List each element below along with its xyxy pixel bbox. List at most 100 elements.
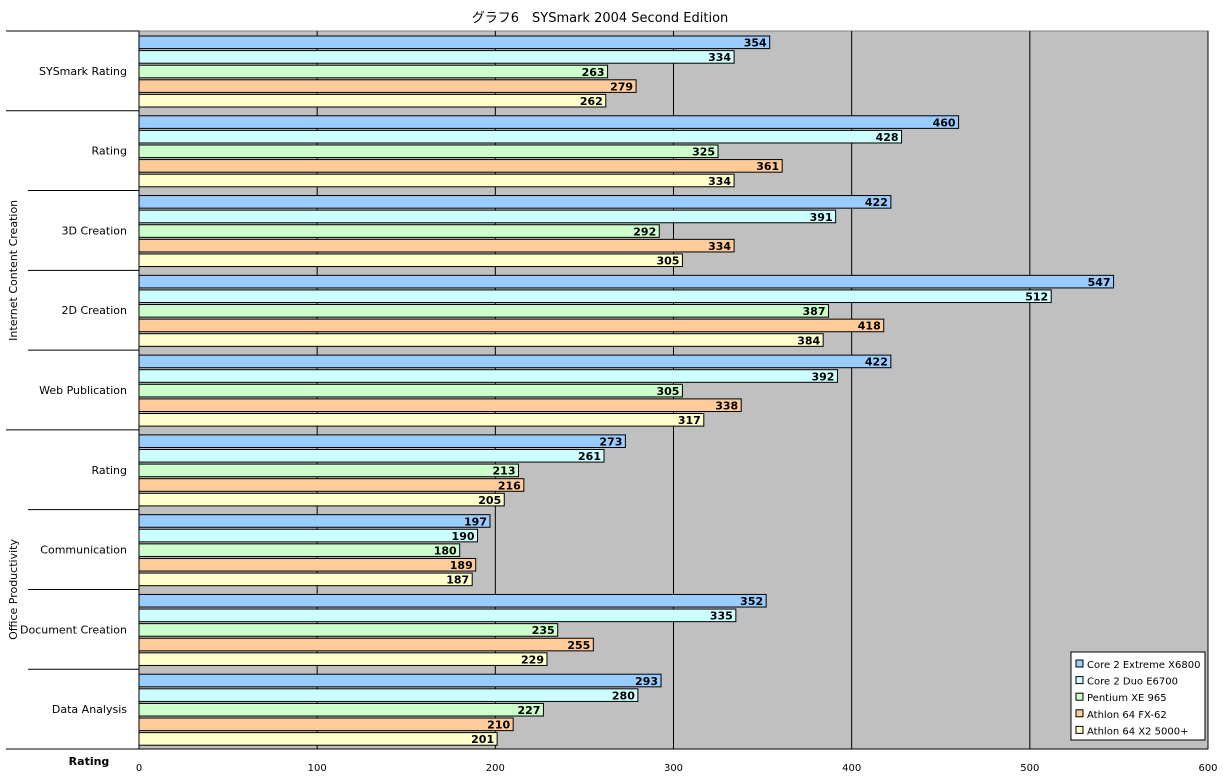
bar — [138, 64, 609, 79]
bar — [138, 673, 662, 688]
bar — [138, 209, 837, 224]
bar — [138, 253, 683, 268]
legend-swatch — [1075, 725, 1084, 734]
data-label: 422 — [865, 356, 888, 369]
data-label: 262 — [580, 95, 603, 108]
bar — [138, 702, 544, 717]
value-axis: 0 100 200 300 400 500 600 — [136, 763, 1218, 774]
bar — [138, 129, 903, 144]
data-label: 334 — [708, 175, 731, 188]
legend-swatch — [1075, 659, 1084, 668]
bar — [138, 717, 514, 732]
data-label: 273 — [599, 435, 622, 448]
bar — [138, 369, 838, 383]
tick-label: 300 — [664, 763, 683, 774]
data-label: 422 — [865, 196, 888, 209]
bar — [138, 637, 594, 652]
legend-entry: Athlon 64 X2 5000+ — [1087, 726, 1188, 737]
category-label: Communication — [40, 544, 127, 557]
data-label: 354 — [744, 37, 767, 50]
bar — [138, 195, 892, 209]
tick-label: 100 — [308, 763, 327, 774]
bar — [138, 383, 683, 398]
data-label: 229 — [521, 653, 544, 666]
data-label: 210 — [487, 719, 510, 732]
data-label: 216 — [498, 479, 521, 492]
data-label: 261 — [578, 450, 601, 463]
category-label: Document Creation — [20, 623, 127, 636]
bar — [138, 333, 824, 347]
data-label: 325 — [692, 146, 715, 159]
bar — [138, 115, 960, 129]
bar — [138, 238, 735, 253]
bar — [138, 608, 737, 623]
data-label: 334 — [708, 51, 731, 64]
legend: Core 2 Extreme X6800 Core 2 Duo E6700 Pent… — [1070, 651, 1206, 741]
bar — [138, 478, 525, 492]
data-label: 317 — [678, 414, 701, 427]
bar — [138, 159, 783, 173]
data-label: 180 — [434, 544, 457, 557]
bar — [138, 623, 559, 637]
data-label: 197 — [464, 515, 487, 528]
legend-entry: Core 2 Duo E6700 — [1087, 677, 1178, 688]
bar — [138, 398, 742, 413]
category-label: Web Publication — [39, 384, 127, 397]
bar — [138, 79, 637, 93]
group-label: Internet Content Creation — [7, 200, 20, 341]
bar — [138, 528, 479, 543]
category-label: 3D Creation — [61, 224, 127, 237]
data-label: 335 — [710, 610, 733, 623]
data-label: 201 — [471, 733, 494, 746]
data-label: 547 — [1088, 276, 1111, 289]
bar — [138, 448, 605, 463]
category-label: 2D Creation — [61, 304, 127, 317]
bar — [138, 50, 735, 64]
legend-entry: Athlon 64 FX-62 — [1087, 710, 1167, 721]
bar — [138, 318, 885, 333]
data-label: 387 — [803, 305, 826, 318]
data-label: 334 — [708, 240, 731, 253]
data-label: 292 — [633, 225, 656, 238]
bar — [138, 173, 735, 188]
data-label: 428 — [876, 131, 899, 144]
data-label: 338 — [715, 400, 738, 413]
tick-label: 200 — [486, 763, 505, 774]
bar — [138, 144, 719, 159]
tick-label: 0 — [136, 763, 142, 774]
bar — [138, 543, 461, 557]
tick-label: 500 — [1020, 763, 1039, 774]
tick-label: 600 — [1198, 763, 1217, 774]
data-label: 352 — [740, 595, 763, 608]
category-label: SYSmark Rating — [39, 65, 127, 78]
bar — [138, 688, 639, 702]
data-label: 263 — [582, 66, 605, 79]
bar — [138, 413, 705, 427]
data-label: 189 — [450, 559, 473, 572]
data-label: 255 — [567, 639, 590, 652]
data-label: 235 — [532, 624, 555, 637]
bar — [138, 434, 626, 448]
category-label: Data Analysis — [52, 703, 127, 716]
data-label: 418 — [858, 320, 881, 333]
bar — [138, 289, 1052, 304]
bar — [138, 304, 830, 318]
bar — [138, 732, 498, 746]
category-label: Rating — [92, 145, 127, 158]
data-label: 293 — [635, 675, 658, 688]
legend-box — [1070, 651, 1206, 741]
data-label: 305 — [656, 385, 679, 398]
data-label: 384 — [797, 334, 820, 347]
bar — [138, 557, 477, 572]
bar — [138, 35, 771, 50]
bar — [138, 463, 519, 478]
data-label: 205 — [478, 494, 501, 507]
data-label: 460 — [933, 116, 956, 129]
data-label: 361 — [756, 160, 779, 173]
bar — [138, 274, 1115, 289]
data-label: 213 — [493, 465, 516, 478]
bar — [138, 593, 767, 608]
bar — [138, 514, 491, 528]
legend-entry: Pentium XE 965 — [1087, 693, 1167, 704]
data-label: 227 — [517, 704, 540, 717]
